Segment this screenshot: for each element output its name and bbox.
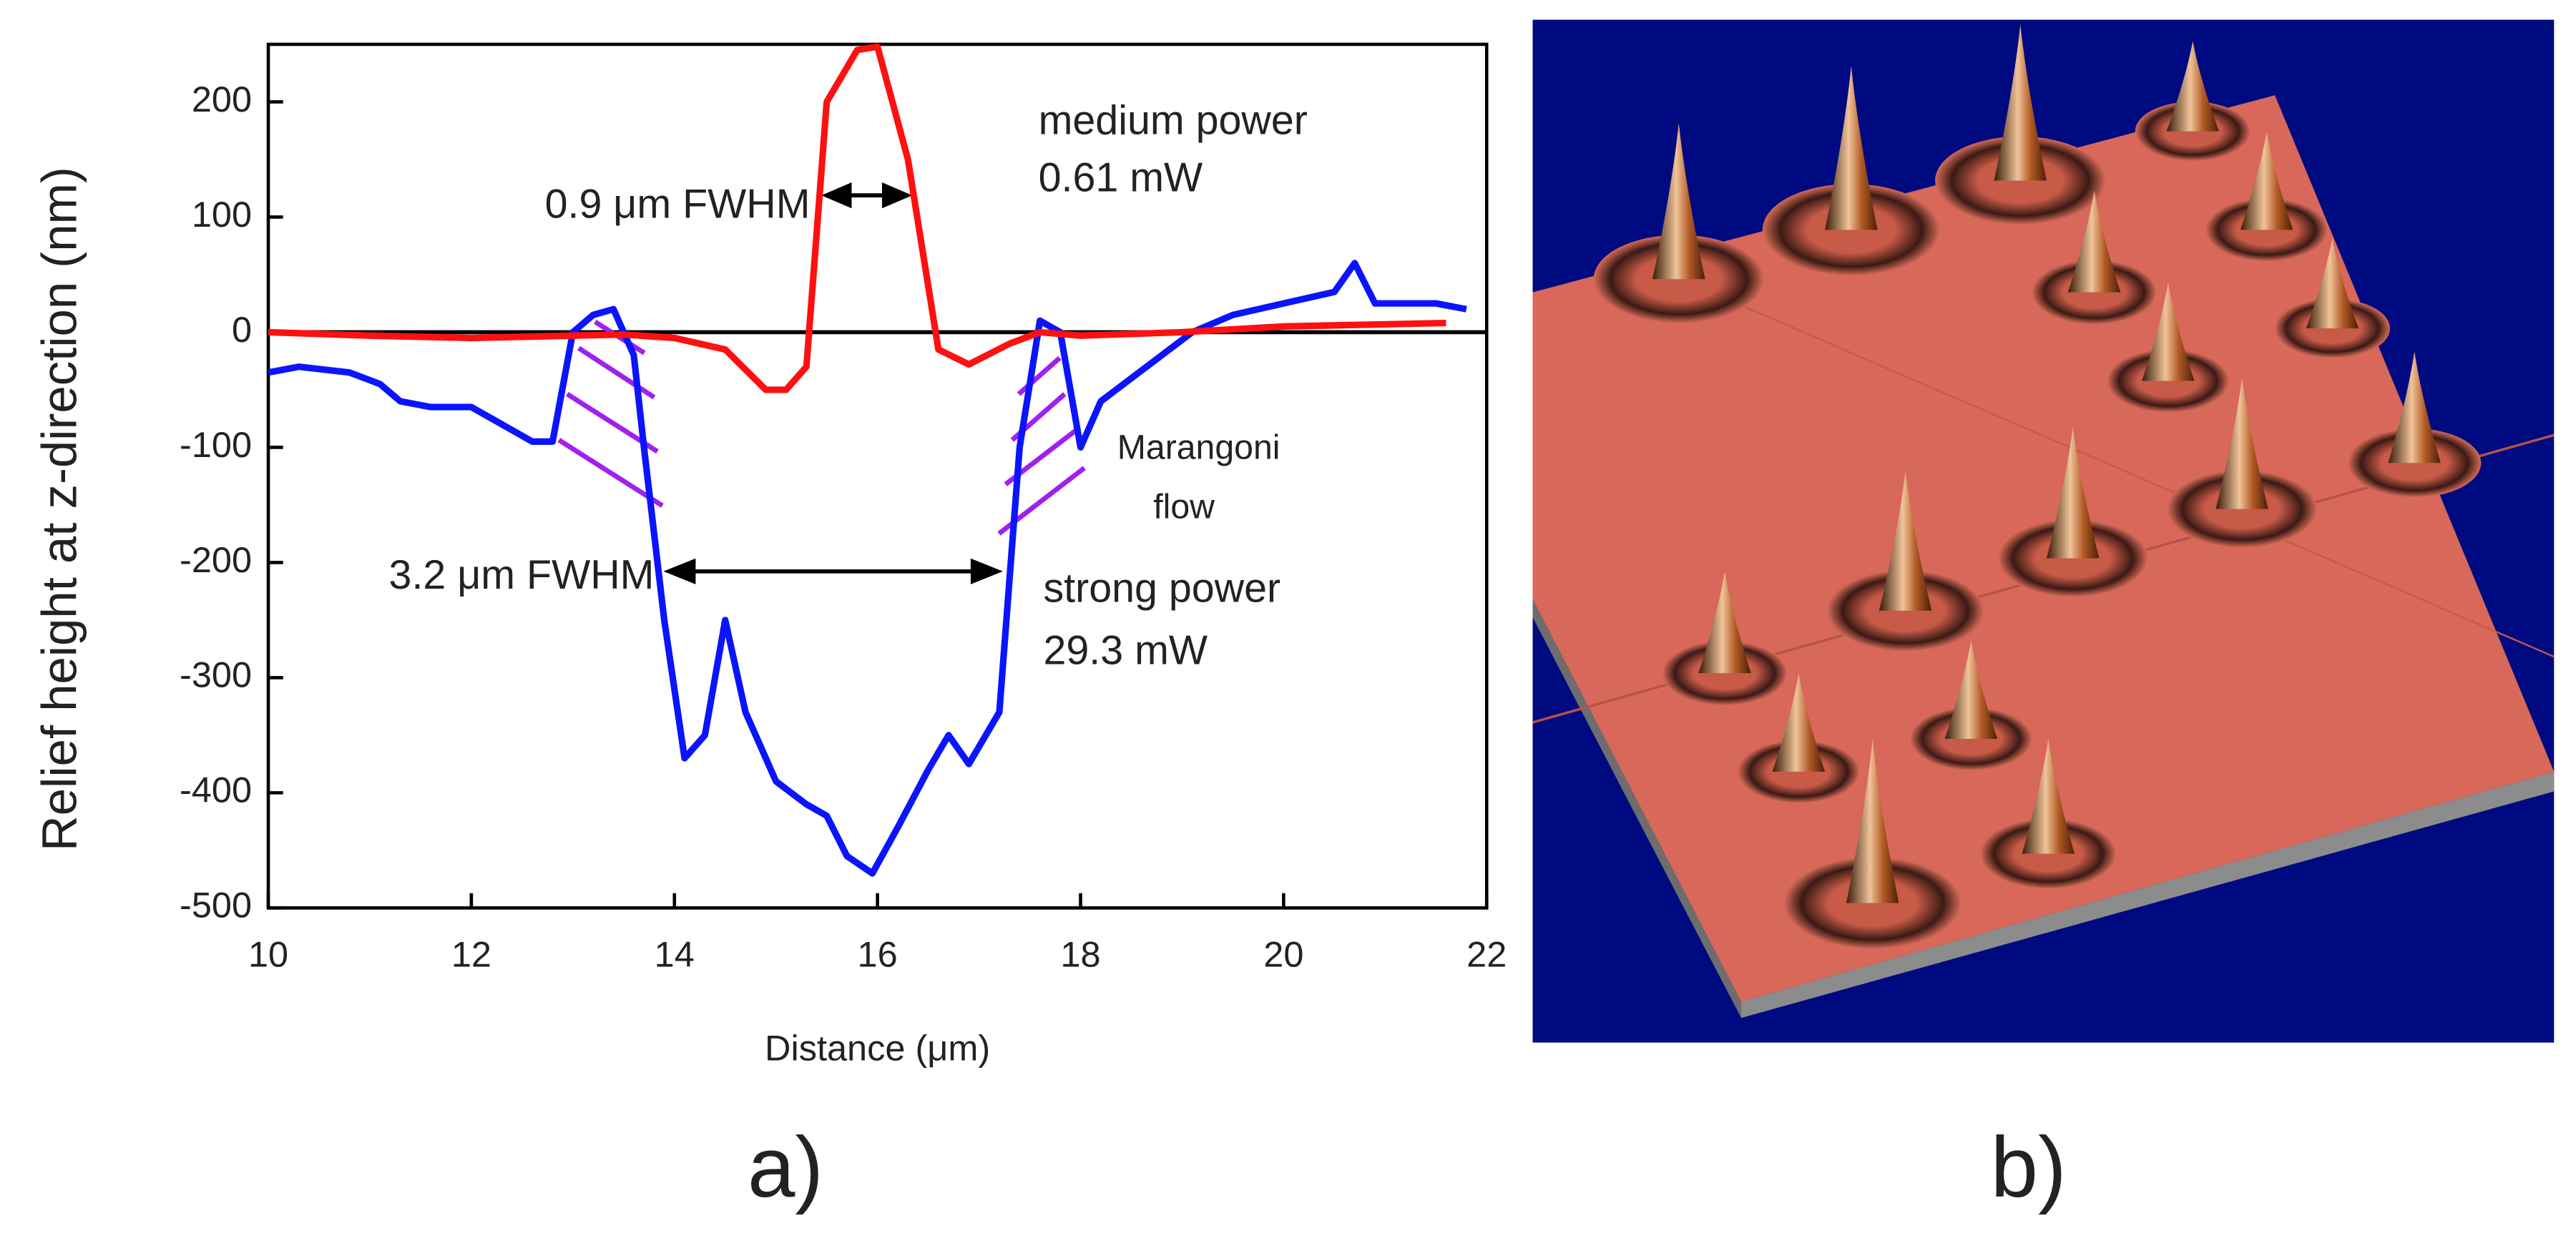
arrows [663,182,1003,584]
spike [1772,673,1826,772]
y-tick-label: -200 [180,539,252,580]
spike [2046,426,2100,559]
panel-label: a) [748,1120,823,1215]
spike [2142,282,2195,381]
y-tick-label: -500 [180,885,252,926]
annotation: medium power [1039,97,1308,143]
spike [2388,351,2441,463]
spikes [1593,24,2482,949]
x-tick-label: 22 [1466,934,1507,975]
spike [2240,131,2293,230]
spike [1879,471,1932,611]
annotation: 0.9 μm FWHM [545,181,810,227]
x-tick-label: 16 [858,934,898,975]
plot-frame [266,42,1489,910]
spike [1698,571,1751,674]
spike [2067,190,2121,293]
y-tick-label: 200 [192,79,252,119]
panel-label: b) [1991,1120,2067,1215]
x-tick-label: 12 [451,934,491,975]
spike-ring [1593,235,1764,323]
spike [1825,65,1878,230]
annotation: 29.3 mW [1043,628,1208,674]
spike-ring [2205,198,2328,262]
spike [2166,41,2220,132]
x-tick-label: 14 [655,934,695,975]
y-tick-label: -100 [180,424,252,465]
x-tick-label: 18 [1060,934,1100,975]
x-tick-label: 20 [1263,934,1303,975]
y-tick-label: 0 [232,309,252,350]
spike-ring [2135,102,2251,162]
spike [1944,640,1998,739]
spike [2215,377,2268,509]
spike [2306,237,2359,329]
annotation: Marangoni [1117,428,1280,467]
annotation: 0.61 mW [1039,155,1203,201]
annotation: flow [1153,487,1215,526]
spike [2022,738,2075,854]
y-tick-label: 100 [192,194,252,235]
spike [1994,24,2047,181]
annotation: 3.2 μm FWHM [389,552,655,598]
hatching [557,319,1086,536]
y-tick-label: -400 [180,770,252,810]
spike-ring [1762,184,1940,276]
annotation: strong power [1043,566,1280,612]
series-line [268,43,1446,393]
x-axis-label: Distance (μm) [765,1027,990,1068]
series-line [268,260,1467,877]
y-tick-label: -300 [180,654,252,695]
y-axis-label: Relief height at z-direction (nm) [31,167,87,851]
spike [1846,738,1899,903]
x-tick-label: 10 [248,934,288,975]
spike [1652,123,1705,280]
